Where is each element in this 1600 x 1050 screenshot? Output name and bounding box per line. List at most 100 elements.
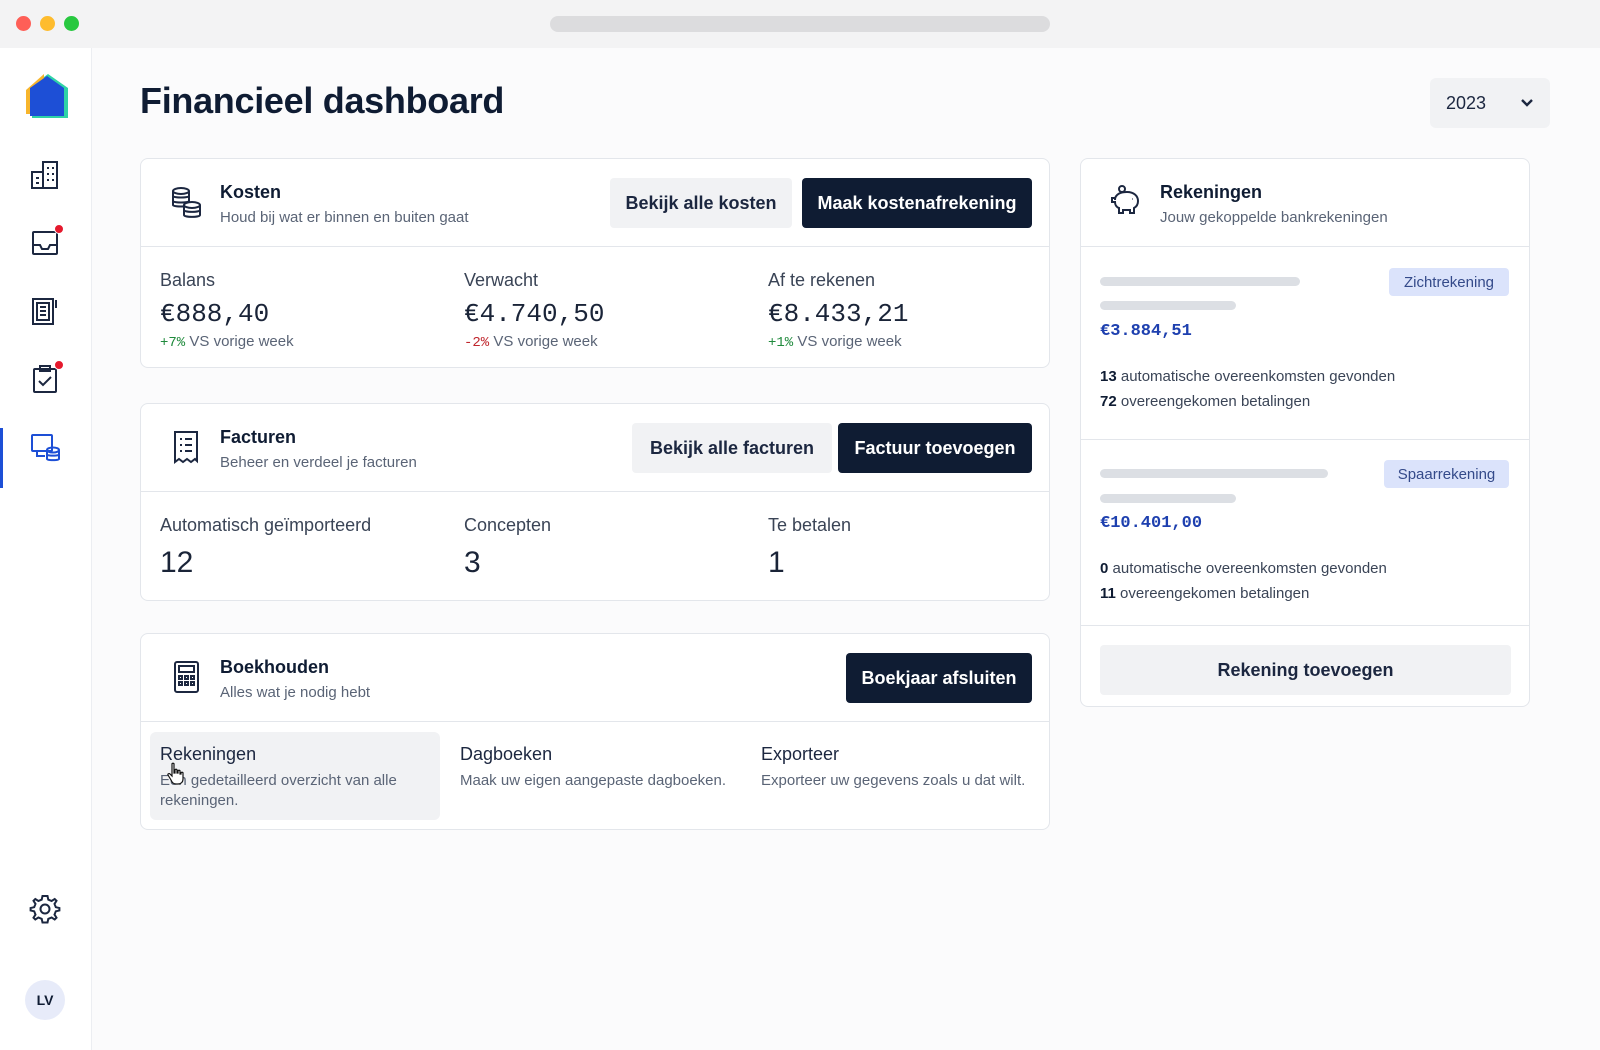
clipboard-check-icon [33,365,57,393]
gear-icon [29,895,61,924]
accounting-item-title: Rekeningen [160,744,257,764]
accounting-item-description: Exporteer uw gegevens zoals u dat wilt. [761,772,1026,789]
add-account-button[interactable]: Rekening toevoegen [1100,645,1511,695]
boekhouden-title: Boekhouden [220,657,330,677]
finance-database-icon [31,434,60,462]
facturen-title: Facturen [220,427,297,447]
compare-text: VS vorige week [189,333,294,350]
stat-value: €888,40 [160,299,270,329]
account-name-placeholder [1100,277,1300,286]
count-value: 3 [464,546,481,579]
facturen-card-header: Facturen Beheer en verdeel je facturen B… [141,404,1049,492]
rekeningen-subtitle: Jouw gekoppelde bankrekeningen [1160,209,1388,226]
close-fiscal-year-button[interactable]: Boekjaar afsluiten [846,653,1032,703]
auto-matches-count: 0 [1100,560,1109,577]
settings-button[interactable] [22,886,68,932]
stat-value: €4.740,50 [464,299,605,329]
change-badge: +1% [768,335,794,351]
active-indicator [0,428,3,488]
year-select[interactable]: 2023 [1430,78,1550,128]
stat-label: Balans [160,270,216,290]
count-label: Te betalen [768,515,852,535]
account-number-placeholder [1100,494,1236,503]
receipt-icon [174,431,198,464]
count-to-pay: Te betalen 1 [768,515,851,580]
account-balance: €3.884,51 [1100,322,1192,341]
address-bar[interactable] [550,16,1050,32]
rekeningen-card-header: Rekeningen Jouw gekoppelde bankrekeninge… [1081,159,1529,247]
payments-line: 11 overeengekomen betalingen [1100,585,1309,602]
sidebar-item-finance[interactable] [22,424,68,470]
divider [1081,625,1529,626]
accounting-item-export[interactable]: Exporteer Exporteer uw gegevens zoals u … [751,732,1041,820]
maximize-window-button[interactable] [64,16,79,31]
inbox-icon [32,231,58,255]
stat-comparison: +1% VS vorige week [768,333,908,351]
chevron-down-icon [1521,99,1533,107]
page-title: Financieel dashboard [140,80,505,121]
sidebar: LV [0,48,92,1050]
year-select-value: 2023 [1446,92,1487,113]
account-savings[interactable]: Spaarrekening €10.401,00 0 automatische … [1081,440,1529,625]
stat-comparison: +7% VS vorige week [160,333,294,351]
accounting-item-accounts[interactable]: Rekeningen Een gedetailleerd overzicht v… [150,732,440,820]
count-drafts: Concepten 3 [464,515,551,580]
payments-line: 72 overeengekomen betalingen [1100,393,1310,410]
auto-matches-line: 13 automatische overeenkomsten gevonden [1100,368,1395,385]
compare-text: VS vorige week [797,333,902,350]
sidebar-item-tasks[interactable] [22,356,68,402]
view-all-costs-button[interactable]: Bekijk alle kosten [610,178,792,228]
boekhouden-card: Boekhouden Alles wat je nodig hebt Boekj… [140,633,1050,830]
accounting-item-description: Een gedetailleerd overzicht van alle rek… [160,772,397,809]
kosten-subtitle: Houd bij wat er binnen en buiten gaat [220,209,469,226]
count-value: 1 [768,546,785,579]
view-all-invoices-button[interactable]: Bekijk alle facturen [632,423,832,473]
create-cost-settlement-button[interactable]: Maak kostenafrekening [802,178,1032,228]
stat-balance: Balans €888,40 +7% VS vorige week [160,270,294,351]
rekeningen-title: Rekeningen [1160,182,1263,202]
count-auto-imported: Automatisch geïmporteerd 12 [160,515,371,580]
count-label: Automatisch geïmporteerd [160,515,372,535]
stat-expected: Verwacht €4.740,50 -2% VS vorige week [464,270,604,351]
sidebar-item-properties[interactable] [22,152,68,198]
boekhouden-subtitle: Alles wat je nodig hebt [220,684,371,701]
account-checking[interactable]: Zichtrekening €3.884,51 13 automatische … [1081,248,1529,439]
count-value: 12 [160,546,194,579]
payments-count: 11 [1100,585,1116,602]
stat-comparison: -2% VS vorige week [464,333,604,351]
payments-text: overeengekomen betalingen [1120,585,1310,602]
user-avatar[interactable]: LV [25,980,65,1020]
add-invoice-button[interactable]: Factuur toevoegen [838,423,1032,473]
divider [1081,439,1529,440]
sidebar-item-ledger[interactable] [22,288,68,334]
window-titlebar [0,0,1600,48]
account-type-badge: Zichtrekening [1389,268,1509,296]
payments-text: overeengekomen betalingen [1120,393,1311,410]
change-badge: +7% [160,335,186,351]
kosten-card-header: Kosten Houd bij wat er binnen en buiten … [141,159,1049,247]
auto-matches-text: automatische overeenkomsten gevonden [1120,368,1396,385]
stat-value: €8.433,21 [768,299,909,329]
kosten-title: Kosten [220,182,282,202]
notification-dot [54,360,64,370]
stat-label: Verwacht [464,270,539,290]
app-logo[interactable] [20,70,72,122]
auto-matches-count: 13 [1100,368,1117,385]
sidebar-item-inbox[interactable] [22,220,68,266]
stat-label: Af te rekenen [768,270,876,290]
minimize-window-button[interactable] [40,16,55,31]
accounting-item-journals[interactable]: Dagboeken Maak uw eigen aangepaste dagbo… [450,732,740,820]
payments-count: 72 [1100,393,1117,410]
auto-matches-text: automatische overeenkomsten gevonden [1112,560,1387,577]
piggy-bank-icon [1111,185,1140,214]
accounting-item-description: Maak uw eigen aangepaste dagboeken. [460,772,727,789]
calculator-icon [174,661,199,693]
stat-to-settle: Af te rekenen €8.433,21 +1% VS vorige we… [768,270,908,351]
facturen-card: Facturen Beheer en verdeel je facturen B… [140,403,1050,601]
close-window-button[interactable] [16,16,31,31]
kosten-card: Kosten Houd bij wat er binnen en buiten … [140,158,1050,368]
account-name-placeholder [1100,469,1328,478]
notification-dot [54,224,64,234]
hand-cursor-icon [167,762,184,785]
accounting-item-title: Exporteer [761,744,840,764]
